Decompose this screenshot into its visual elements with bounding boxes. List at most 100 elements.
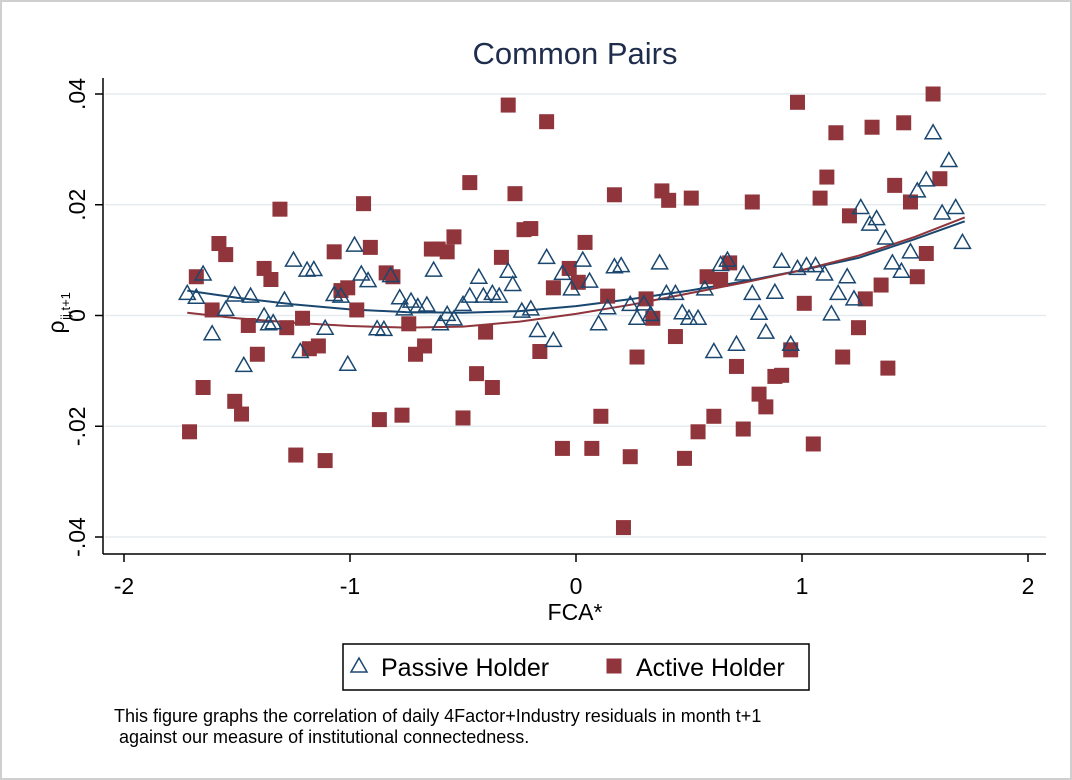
active-holder-point: [873, 277, 889, 293]
passive-holder-point: [883, 253, 902, 270]
active-holder-point: [706, 408, 722, 424]
active-holder-point: [699, 269, 715, 285]
legend-active-label: Active Holder: [636, 654, 785, 682]
active-holder-point: [234, 406, 250, 422]
passive-holder-point: [358, 271, 378, 288]
active-holder-point: [713, 272, 729, 288]
passive-holder-point: [263, 313, 283, 330]
active-holder-point: [295, 310, 311, 326]
active-holder-point: [349, 302, 365, 318]
passive-holder-point: [605, 257, 624, 274]
active-holder-point: [593, 408, 609, 424]
passive-holder-point: [528, 320, 547, 338]
active-holder-point: [310, 338, 326, 354]
passive-holder-point: [867, 209, 886, 226]
active-holder-fit-line: [187, 216, 966, 329]
passive-holder-point: [444, 309, 464, 326]
passive-holder-point: [953, 232, 972, 250]
active-holder-point: [340, 280, 356, 296]
passive-holder-point: [620, 294, 640, 312]
passive-holder-point: [469, 267, 489, 285]
active-holder-point: [462, 175, 478, 191]
passive-holder-point: [290, 341, 310, 359]
fit-lines: [187, 216, 966, 329]
passive-holder-fit-line: [187, 220, 966, 314]
active-holder-point: [523, 221, 539, 237]
passive-holder-point: [580, 271, 599, 288]
passive-holder-point: [394, 299, 414, 316]
active-holder-point: [455, 410, 471, 426]
passive-holder-point: [923, 123, 943, 140]
active-holder-point: [249, 346, 265, 362]
active-holder-point: [819, 169, 835, 185]
passive-holder-point: [259, 314, 278, 331]
active-holder-point: [629, 349, 645, 365]
x-tick-label: 1: [796, 573, 809, 599]
x-axis-title: FCA*: [548, 599, 603, 625]
passive-holder-point: [742, 283, 762, 301]
passive-holder-point: [177, 283, 197, 301]
passive-holder-point: [688, 308, 708, 326]
passive-holder-point: [453, 294, 473, 312]
passive-holder-point: [666, 283, 685, 301]
y-tick-label: .04: [64, 78, 90, 110]
active-holder-point: [532, 343, 548, 359]
passive-holder-point: [781, 334, 800, 352]
x-tick-label: -1: [340, 573, 360, 599]
y-axis-title: ρ ij,t+1: [43, 292, 73, 333]
legend-active-square: [606, 658, 622, 674]
passive-holder-point: [562, 279, 581, 296]
grid-lines: [105, 93, 1046, 538]
passive-holder-point: [216, 299, 235, 317]
y-axis-title-main: ρ: [43, 320, 69, 333]
passive-holder-point: [718, 250, 737, 267]
passive-holder-point: [537, 247, 556, 265]
active-holder-point: [615, 520, 631, 536]
passive-holder-point: [589, 314, 608, 331]
active-holder-point: [880, 360, 896, 376]
active-holder-point: [902, 194, 918, 210]
passive-holder-point: [765, 282, 785, 299]
legend-box: [342, 643, 810, 691]
y-tick-label: 0: [64, 309, 90, 322]
data-points: [177, 86, 972, 536]
chart-title: Common Pairs: [473, 36, 678, 71]
passive-holder-point: [844, 289, 864, 306]
active-holder-point: [789, 94, 805, 110]
passive-holder-point: [553, 263, 572, 281]
active-holder-point: [539, 114, 555, 130]
legend-passive-marker: [349, 656, 369, 673]
passive-holder-point: [417, 295, 437, 312]
active-holder-point: [288, 447, 304, 463]
active-holder-point: [661, 192, 677, 208]
active-holder-point: [864, 119, 880, 135]
passive-holder-point: [241, 286, 260, 303]
active-holder-point: [645, 310, 661, 326]
active-holder-point: [887, 177, 903, 193]
active-holder-point: [326, 244, 342, 260]
passive-holder-point: [437, 304, 457, 322]
x-tick-label: 0: [570, 573, 583, 599]
passive-holder-point: [374, 319, 394, 337]
active-holder-point: [735, 421, 751, 437]
passive-holder-point: [431, 314, 450, 331]
active-holder-point: [240, 317, 256, 333]
active-holder-point: [805, 436, 821, 452]
active-holder-point: [728, 358, 744, 374]
y-tick-label: -.04: [64, 517, 90, 557]
active-holder-point: [835, 349, 851, 365]
passive-holder-point: [828, 283, 848, 301]
active-holder-point: [932, 171, 948, 187]
passive-holder-point: [598, 298, 617, 315]
active-holder-point: [676, 450, 692, 466]
active-holder-point: [545, 280, 561, 296]
passive-holder-point: [345, 235, 364, 252]
active-holder-point: [667, 329, 683, 345]
active-holder-point: [371, 412, 387, 428]
passive-holder-point: [338, 354, 358, 371]
active-holder-point: [600, 288, 616, 304]
passive-holder-point: [860, 214, 880, 231]
passive-holder-point: [234, 355, 254, 373]
active-holder-point: [507, 186, 523, 202]
active-holder-point: [385, 269, 401, 285]
